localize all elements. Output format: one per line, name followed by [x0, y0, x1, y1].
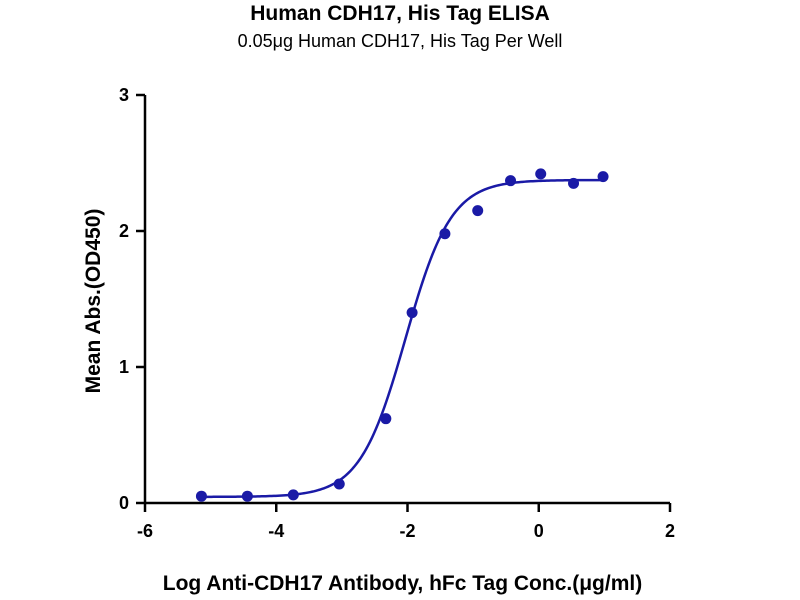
data-point: [195, 490, 207, 502]
data-point: [333, 478, 345, 490]
data-point: [568, 177, 580, 189]
y-tick-label: 3: [119, 85, 129, 105]
data-point: [535, 168, 547, 180]
data-point: [287, 489, 299, 501]
data-point: [241, 490, 253, 502]
x-tick-label: -4: [268, 521, 284, 541]
x-tick-label: 2: [665, 521, 675, 541]
data-point: [439, 228, 451, 240]
data-points: [195, 168, 609, 502]
chart-title: Human CDH17, His Tag ELISA: [250, 2, 550, 25]
data-point: [380, 413, 392, 425]
x-tick-label: 0: [534, 521, 544, 541]
y-axis-label: Mean Abs.(OD450): [82, 209, 105, 394]
axes: [136, 93, 672, 512]
x-tick-label: -2: [399, 521, 415, 541]
chart-subtitle: 0.05μg Human CDH17, His Tag Per Well: [237, 31, 563, 51]
x-tick-label: -6: [137, 521, 153, 541]
y-tick-label: 0: [119, 493, 129, 513]
x-axis-label: Log Anti-CDH17 Antibody, hFc Tag Conc.(μ…: [163, 572, 642, 595]
data-point: [406, 307, 418, 319]
data-point: [505, 175, 517, 187]
data-point: [597, 171, 609, 183]
y-tick-label: 1: [119, 357, 129, 377]
data-point: [472, 205, 484, 217]
tick-labels: -6 -4 -2 0 2 0 1 2 3: [119, 85, 675, 541]
y-tick-label: 2: [119, 221, 129, 241]
fit-curve: [201, 178, 604, 499]
